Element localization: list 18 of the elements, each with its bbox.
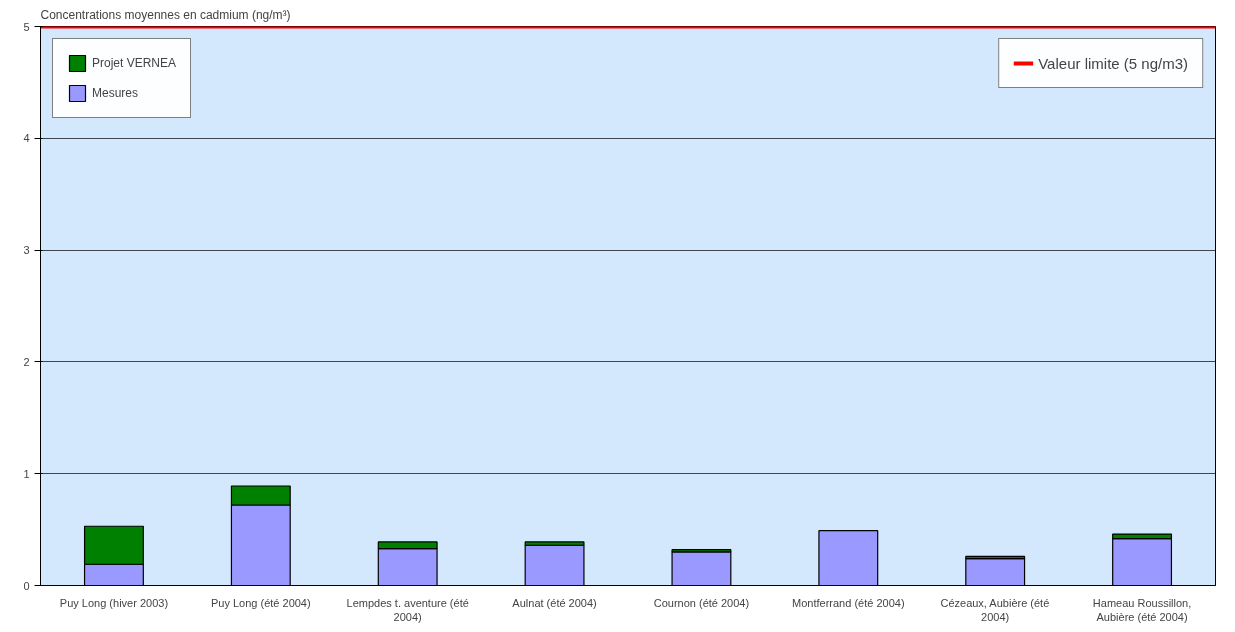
x-tick-label: Lempdes t. aventure (été 2004) — [346, 596, 469, 623]
y-tick-label: 0 — [23, 579, 30, 592]
y-tick-label: 4 — [23, 132, 30, 145]
x-tick-label: Montferrand (été 2004) — [792, 596, 905, 609]
x-tick-label: Cézeaux, Aubière (été 2004) — [940, 596, 1050, 623]
y-tick-label: 2 — [23, 355, 30, 368]
x-tick-label: Cournon (été 2004) — [653, 596, 750, 609]
legend-label: Projet VERNEA — [92, 56, 177, 70]
legend-label: Mesures — [92, 86, 139, 100]
y-axis-title: Concentrations moyennes en cadmium (ng/m³) — [40, 7, 291, 22]
legend-label: Valeur limite (5 ng/m3) — [1038, 54, 1188, 72]
y-tick-label: 1 — [23, 467, 30, 480]
x-tick-label: Hameau Roussillon, Aubière (été 2004) — [1092, 596, 1192, 623]
x-tick-label: Puy Long (hiver 2003) — [59, 596, 169, 609]
x-tick-label: Puy Long (été 2004) — [210, 596, 311, 609]
x-tick-label: Aulnat (été 2004) — [512, 596, 597, 609]
y-tick-label: 3 — [23, 244, 30, 257]
y-tick-label: 5 — [23, 20, 30, 33]
